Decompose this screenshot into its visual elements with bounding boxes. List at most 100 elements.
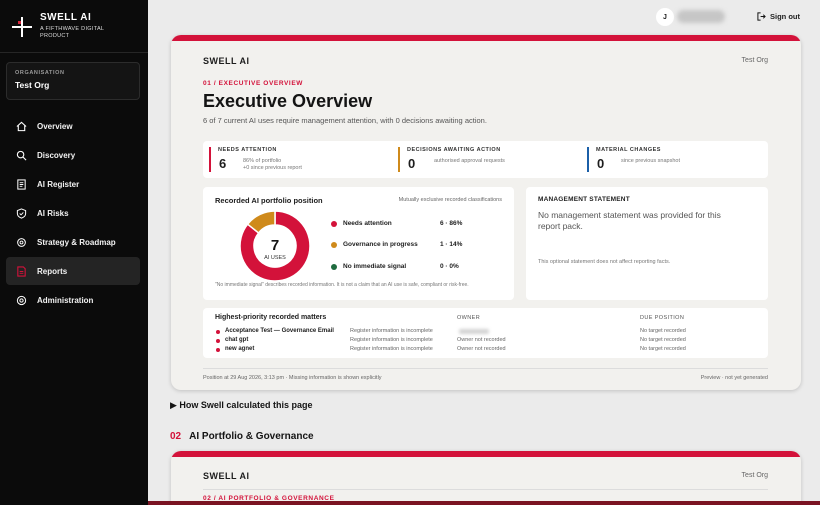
brand[interactable]: SWELL AI A FIFTHWAVE DIGITAL PRODUCT (12, 12, 120, 40)
legend-value: 6 · 86% (440, 220, 463, 227)
legend-no-immediate-signal: No immediate signal 0 · 0% (331, 263, 459, 270)
management-statement-panel: MANAGEMENT STATEMENT No management state… (526, 187, 768, 300)
card-accent (171, 35, 801, 41)
donut-slice-needs-attention (239, 210, 311, 282)
matter-register-status: Register information is incomplete (350, 346, 433, 352)
page-subtitle: 6 of 7 current AI uses require managemen… (203, 116, 487, 125)
donut-center-value: 7 (271, 237, 279, 254)
legend-governance-in-progress: Governance in progress 1 · 14% (331, 241, 462, 248)
metric-decisions-awaiting: DECISIONS AWAITING ACTION 0 authorised a… (398, 147, 505, 172)
sign-out-button[interactable]: Sign out (757, 12, 800, 21)
sidebar-item-label: Reports (37, 266, 68, 276)
legend-needs-attention: Needs attention 6 · 86% (331, 220, 462, 227)
metric-value: 0 (597, 156, 605, 171)
sidebar-item-label: Overview (37, 121, 73, 131)
management-title: MANAGEMENT STATEMENT (538, 196, 630, 203)
section-label: 01 / EXECUTIVE OVERVIEW (203, 80, 304, 87)
divider (203, 368, 768, 369)
matter-register-status: Register information is incomplete (350, 337, 433, 343)
user-avatar[interactable]: J (656, 8, 674, 26)
sidebar-item-overview[interactable]: Overview (6, 112, 140, 140)
portfolio-donut-chart: 7 AI USES (239, 210, 311, 282)
status-dot (216, 348, 220, 352)
sidebar-item-discovery[interactable]: Discovery (6, 141, 140, 169)
preview-status: Preview · not yet generated (700, 375, 768, 381)
sidebar-item-administration[interactable]: Administration (6, 286, 140, 314)
metrics-strip: NEEDS ATTENTION 6 86% of portfolio +0 si… (203, 141, 768, 178)
management-body: No management statement was provided for… (538, 210, 721, 231)
divider (203, 489, 768, 490)
matter-owner: Owner not recorded (457, 346, 506, 352)
legend-label: Governance in progress (343, 241, 418, 248)
status-dot (216, 339, 220, 343)
home-icon (16, 121, 27, 131)
report-brand: SWELL AI (203, 471, 250, 481)
portfolio-footnote: "No immediate signal" describes recorded… (215, 282, 469, 288)
how-calculated-toggle[interactable]: ▶ How Swell calculated this page (170, 400, 313, 410)
matter-name: chat gpt (225, 337, 249, 343)
portfolio-note: Mutually exclusive recorded classificati… (398, 197, 502, 203)
metric-needs-attention: NEEDS ATTENTION 6 86% of portfolio +0 si… (209, 147, 302, 172)
sidebar-item-label: Strategy & Roadmap (37, 237, 116, 247)
page-title: Executive Overview (203, 91, 373, 111)
metric-material-changes: MATERIAL CHANGES 0 since previous snapsh… (587, 147, 680, 172)
table-row[interactable]: Acceptance Test — Governance Email Regis… (215, 328, 760, 337)
table-row[interactable]: new agnet Register information is incomp… (215, 346, 760, 355)
sidebar: SWELL AI A FIFTHWAVE DIGITAL PRODUCT ORG… (0, 0, 148, 505)
org-label: ORGANISATION (15, 70, 65, 76)
legend-dot (331, 220, 337, 227)
sign-out-icon (757, 12, 766, 21)
legend-value: 1 · 14% (440, 241, 463, 248)
metric-desc-secondary: +0 since previous report (243, 165, 302, 171)
legend-label: Needs attention (343, 220, 392, 227)
swell-logo-icon (12, 17, 32, 37)
admin-icon (16, 295, 27, 305)
section-number: 02 (170, 431, 182, 442)
sidebar-item-label: Administration (37, 295, 94, 305)
donut-slice-governance-in-progress (246, 210, 276, 234)
shield-icon (16, 207, 27, 219)
sidebar-item-ai-register[interactable]: AI Register (6, 170, 140, 198)
table-row[interactable]: chat gpt Register information is incompl… (215, 337, 760, 346)
sidebar-item-strategy-roadmap[interactable]: Strategy & Roadmap (6, 228, 140, 256)
section-heading: 02 AI Portfolio & Governance (170, 431, 314, 442)
metric-label: MATERIAL CHANGES (596, 147, 661, 153)
matter-due: No target recorded (640, 337, 686, 343)
matter-due: No target recorded (640, 346, 686, 352)
matter-register-status: Register information is incomplete (350, 328, 433, 334)
register-icon (17, 178, 26, 190)
legend-value: 0 · 0% (440, 263, 459, 270)
divider (0, 52, 148, 53)
card-accent (171, 451, 801, 457)
matter-owner: Owner not recorded (457, 337, 506, 343)
portfolio-panel: Recorded AI portfolio position Mutually … (203, 187, 514, 300)
report-icon (17, 265, 26, 277)
metric-label: DECISIONS AWAITING ACTION (407, 147, 501, 153)
metric-value: 6 (219, 156, 227, 171)
sign-out-label: Sign out (770, 12, 800, 21)
report-org: Test Org (741, 57, 768, 64)
brand-tagline: A FIFTHWAVE DIGITAL PRODUCT (40, 26, 105, 39)
portfolio-title: Recorded AI portfolio position (215, 196, 323, 205)
report-page-card-2: SWELL AI Test Org 02 / AI PORTFOLIO & GO… (171, 451, 801, 505)
bottom-edge (148, 501, 820, 505)
organisation-selector[interactable]: ORGANISATION Test Org (6, 62, 140, 100)
metric-label: NEEDS ATTENTION (218, 147, 277, 153)
donut-center-label: AI USES (264, 255, 286, 261)
legend-dot (331, 241, 337, 248)
legend-dot (331, 263, 337, 270)
position-timestamp: Position at 29 Aug 2026, 3:13 pm · Missi… (203, 375, 382, 381)
sidebar-item-reports[interactable]: Reports (6, 257, 140, 285)
matter-name: Acceptance Test — Governance Email (225, 328, 334, 334)
org-name: Test Org (15, 80, 50, 90)
section-label: 02 / AI PORTFOLIO & GOVERNANCE (203, 495, 335, 502)
sidebar-nav: Overview Discovery AI Register AI Risks … (6, 112, 140, 315)
due-column-header: DUE POSITION (640, 315, 685, 321)
sidebar-item-label: AI Register (37, 179, 80, 189)
owner-redacted (459, 329, 489, 334)
sidebar-item-label: AI Risks (37, 208, 69, 218)
sidebar-item-ai-risks[interactable]: AI Risks (6, 199, 140, 227)
legend-label: No immediate signal (343, 263, 407, 270)
donut-hole (255, 226, 295, 266)
brand-name: SWELL AI (40, 12, 92, 23)
